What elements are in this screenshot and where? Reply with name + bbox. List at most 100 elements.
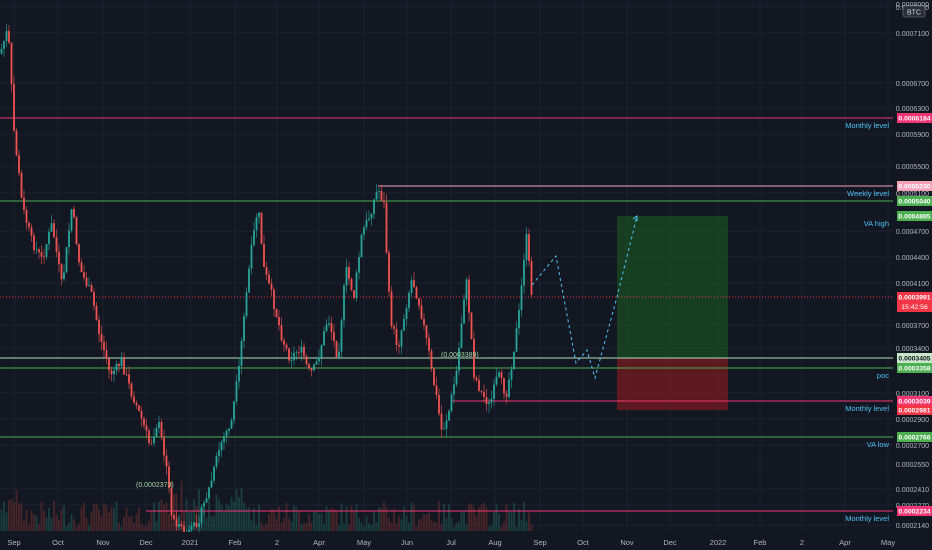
candle-body bbox=[480, 390, 483, 392]
volume-bar bbox=[335, 510, 338, 531]
time-axis[interactable] bbox=[0, 532, 932, 550]
price-tag-label: 0.0002981 bbox=[898, 408, 930, 415]
level-text: Monthly level bbox=[845, 121, 889, 130]
price-axis[interactable] bbox=[894, 0, 932, 532]
level-text: Monthly level bbox=[845, 404, 889, 413]
candle-body bbox=[303, 346, 305, 357]
volume-bar bbox=[40, 501, 43, 531]
projection-path[interactable] bbox=[531, 215, 638, 380]
candle-body bbox=[168, 466, 170, 489]
candle-body bbox=[465, 279, 468, 300]
candle-body bbox=[460, 323, 463, 348]
volume-bar bbox=[395, 523, 398, 531]
volume-bar bbox=[375, 522, 378, 531]
volume-bar bbox=[288, 518, 290, 531]
volume-bar bbox=[515, 526, 518, 531]
candlesticks bbox=[0, 23, 533, 538]
volume-bar bbox=[238, 497, 240, 531]
candle-body bbox=[410, 280, 413, 293]
candle-body bbox=[108, 358, 110, 371]
volume-bar bbox=[453, 526, 455, 531]
volume-bar bbox=[93, 503, 95, 531]
candle-body bbox=[5, 30, 8, 42]
volume-bar bbox=[203, 507, 205, 531]
y-tick-label: 0.0006300 bbox=[896, 106, 929, 113]
volume-bar bbox=[348, 524, 350, 531]
volume-bar bbox=[478, 507, 480, 531]
volume-bar bbox=[100, 516, 103, 531]
candle-body bbox=[193, 522, 195, 526]
candle-body bbox=[403, 318, 405, 331]
candle-body bbox=[358, 257, 360, 273]
candle-body bbox=[365, 219, 368, 228]
volume-bar bbox=[520, 520, 523, 531]
symbol-badge[interactable]: BTC bbox=[902, 5, 926, 18]
candle-body bbox=[128, 374, 130, 384]
volume-bar bbox=[208, 500, 210, 531]
x-tick-label: Aug bbox=[488, 538, 501, 547]
candle-body bbox=[328, 323, 330, 325]
candle-body bbox=[390, 291, 393, 327]
candle-body bbox=[285, 344, 288, 349]
price-tag bbox=[897, 432, 932, 442]
volume-bar bbox=[225, 503, 228, 531]
candle-body bbox=[515, 328, 518, 352]
volume-bar bbox=[130, 516, 133, 531]
candle-body bbox=[520, 285, 523, 311]
candle-body bbox=[73, 209, 75, 218]
candle-body bbox=[293, 352, 295, 361]
volume-bar bbox=[300, 524, 303, 531]
candle-body bbox=[338, 351, 340, 358]
price-tag bbox=[897, 211, 932, 221]
volume-bar bbox=[280, 522, 283, 531]
candle-body bbox=[3, 41, 5, 49]
volume-bar bbox=[63, 505, 65, 531]
candle-body bbox=[478, 380, 480, 391]
candle-body bbox=[93, 291, 95, 306]
candle-body bbox=[300, 346, 303, 353]
price-tag bbox=[897, 181, 932, 191]
volume-bar bbox=[480, 504, 483, 531]
candle-body bbox=[368, 218, 370, 220]
candle-body bbox=[238, 365, 240, 382]
volume-bar bbox=[215, 494, 218, 531]
volume-bar bbox=[258, 504, 260, 531]
volume-bar bbox=[28, 524, 30, 531]
candle-body bbox=[233, 401, 235, 421]
volume-bar bbox=[268, 514, 270, 531]
candle-body bbox=[363, 227, 365, 235]
candle-body bbox=[218, 450, 220, 457]
candle-body bbox=[240, 340, 243, 366]
price-tag bbox=[897, 506, 932, 516]
volume-bar bbox=[278, 506, 280, 531]
price-tag-label: 0.0003358 bbox=[898, 366, 930, 373]
volume-bar bbox=[80, 507, 83, 531]
volume-bar bbox=[370, 525, 373, 531]
volume-bar bbox=[283, 518, 285, 531]
candle-body bbox=[83, 272, 85, 278]
candle-body bbox=[138, 405, 140, 411]
candle-body bbox=[453, 384, 455, 395]
volume-bar bbox=[420, 518, 423, 531]
x-tick-label: 2022 bbox=[710, 538, 727, 547]
volume-bar bbox=[153, 502, 155, 531]
volume-bar bbox=[413, 505, 415, 531]
candle-body bbox=[45, 244, 48, 257]
volume-bar bbox=[185, 499, 188, 531]
candle-body bbox=[268, 274, 270, 284]
level-text: Weekly level bbox=[847, 189, 889, 198]
volume-bar bbox=[500, 526, 503, 531]
candle-body bbox=[508, 379, 510, 397]
projection-arrowhead bbox=[632, 215, 638, 221]
candle-body bbox=[278, 316, 280, 326]
candle-body bbox=[123, 356, 125, 375]
long-position-tool[interactable] bbox=[617, 216, 728, 410]
candle-body bbox=[230, 420, 233, 429]
volume-bar bbox=[403, 506, 405, 531]
candle-body bbox=[170, 488, 173, 516]
volume-bar bbox=[485, 507, 488, 531]
volume-bar bbox=[475, 515, 478, 531]
candle-body bbox=[290, 360, 293, 362]
